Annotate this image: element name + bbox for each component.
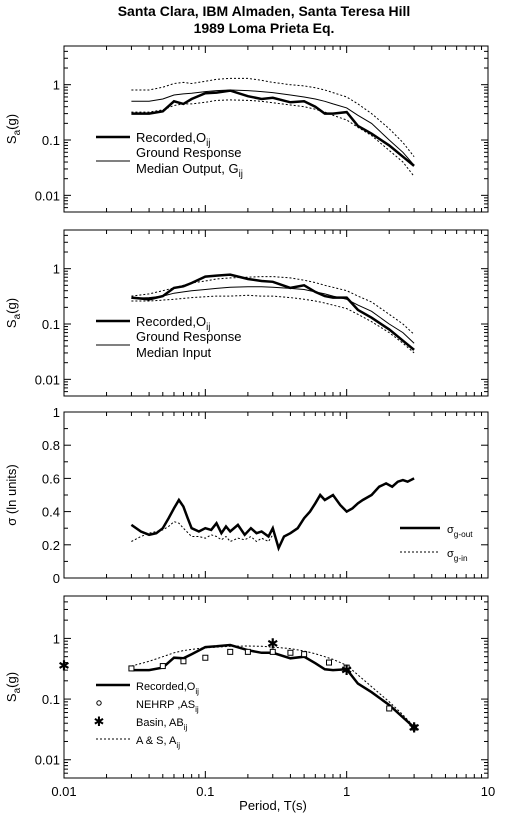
data-point-star: ✱ (408, 719, 420, 735)
series-line-dotted (131, 521, 274, 543)
series-line-dotted (131, 77, 415, 158)
data-point-square (326, 659, 333, 666)
legend-label: Median Input (136, 345, 212, 360)
legend-marker-circle (96, 700, 102, 706)
y-tick-label: 1 (53, 262, 60, 277)
y-tick-label: 0.1 (42, 692, 60, 707)
chart-panel-3: 0 0.2 0.4 0.6 0.8 1 σ (ln units) (4, 405, 489, 586)
plot-frame (63, 45, 489, 213)
legend-label: Basin, ABij (136, 717, 188, 732)
series-line-dotted (131, 276, 415, 335)
series-line-dotted (131, 294, 415, 354)
chart-panel-4: 0.01 0.1 1 0.01 0.1 1 10 Sa(g) ✱ ✱ ✱ ✱ ✱ (4, 595, 495, 799)
data-point-star: ✱ (58, 657, 70, 673)
legend-marker-star: ✱ (94, 714, 105, 729)
y-tick-label: 0.01 (35, 372, 60, 387)
data-point-square (244, 648, 251, 655)
legend-label: Recorded,Oij (136, 130, 210, 149)
data-point-square (227, 648, 234, 655)
title-line-1: Santa Clara, IBM Almaden, Santa Teresa H… (118, 3, 411, 19)
y-tick-label: 0.6 (42, 471, 60, 486)
y-tick-label: 0.01 (35, 753, 60, 768)
series-line-thin (131, 89, 415, 166)
y-tick-label: 0.1 (42, 133, 60, 148)
plot-frame (63, 229, 489, 397)
data-point-square (269, 648, 276, 655)
data-point-square (159, 663, 166, 670)
y-tick-label: 0.01 (35, 188, 60, 203)
series-line-dotted (131, 645, 415, 728)
data-point-square (301, 651, 308, 658)
y-tick-label: 0.8 (42, 438, 60, 453)
y-tick-label: 1 (53, 631, 60, 646)
legend-label: NEHRP ,ASij (136, 699, 199, 714)
y-axis-label: σ (ln units) (4, 464, 19, 525)
x-axis-label: Period, T(s) (239, 798, 307, 813)
legend-label: σg-out (447, 524, 473, 539)
y-tick-label: 0.2 (42, 538, 60, 553)
data-point-square (180, 658, 187, 665)
x-tick-label: 1 (343, 784, 350, 799)
legend-label: A & S, Aij (136, 735, 180, 750)
data-point-square (343, 664, 350, 671)
y-axis-label: Sa(g) (4, 672, 23, 702)
chart-panel-2: 0.01 0.1 1 Sa(g) Ground Response (4, 229, 489, 397)
x-tick-label: 0.1 (196, 784, 214, 799)
data-point-star: ✱ (267, 636, 279, 652)
data-point-star: ✱ (341, 662, 353, 678)
legend-label: Recorded,Oij (136, 314, 210, 333)
x-tick-label: 0.01 (51, 784, 76, 799)
plot-frame (63, 595, 489, 779)
legend-label: Median Output, Gij (136, 161, 243, 180)
data-point-square (202, 654, 209, 661)
title-line-2: 1989 Loma Prieta Eq. (194, 20, 335, 36)
y-axis-label: Sa(g) (4, 298, 23, 328)
legend-label: Ground Response (136, 329, 242, 344)
series-line-thick (131, 89, 415, 167)
legend-label: Recorded,Oij (136, 681, 199, 696)
legend-label: Ground Response (136, 145, 242, 160)
data-point-square (287, 649, 294, 656)
series-line-thin (131, 286, 415, 344)
series-line-thick (131, 273, 415, 351)
y-tick-label: 1 (53, 78, 60, 93)
y-tick-label: 0.1 (42, 317, 60, 332)
y-tick-label: 0 (53, 571, 60, 586)
plot-frame (63, 411, 489, 579)
series-line-dotted (131, 99, 415, 177)
series-line-thick (130, 477, 415, 552)
y-tick-label: 1 (53, 405, 60, 420)
y-axis-label: Sa(g) (4, 114, 23, 144)
chart-panel-1: 0.01 0.1 1 Sa(g) Ground Response (4, 45, 489, 213)
legend-label: σg-in (447, 548, 468, 563)
y-tick-label: 0.4 (42, 505, 60, 520)
data-point-square (386, 705, 393, 712)
x-tick-label: 10 (481, 784, 495, 799)
data-point-square (128, 665, 135, 672)
data-point-square (411, 724, 418, 731)
